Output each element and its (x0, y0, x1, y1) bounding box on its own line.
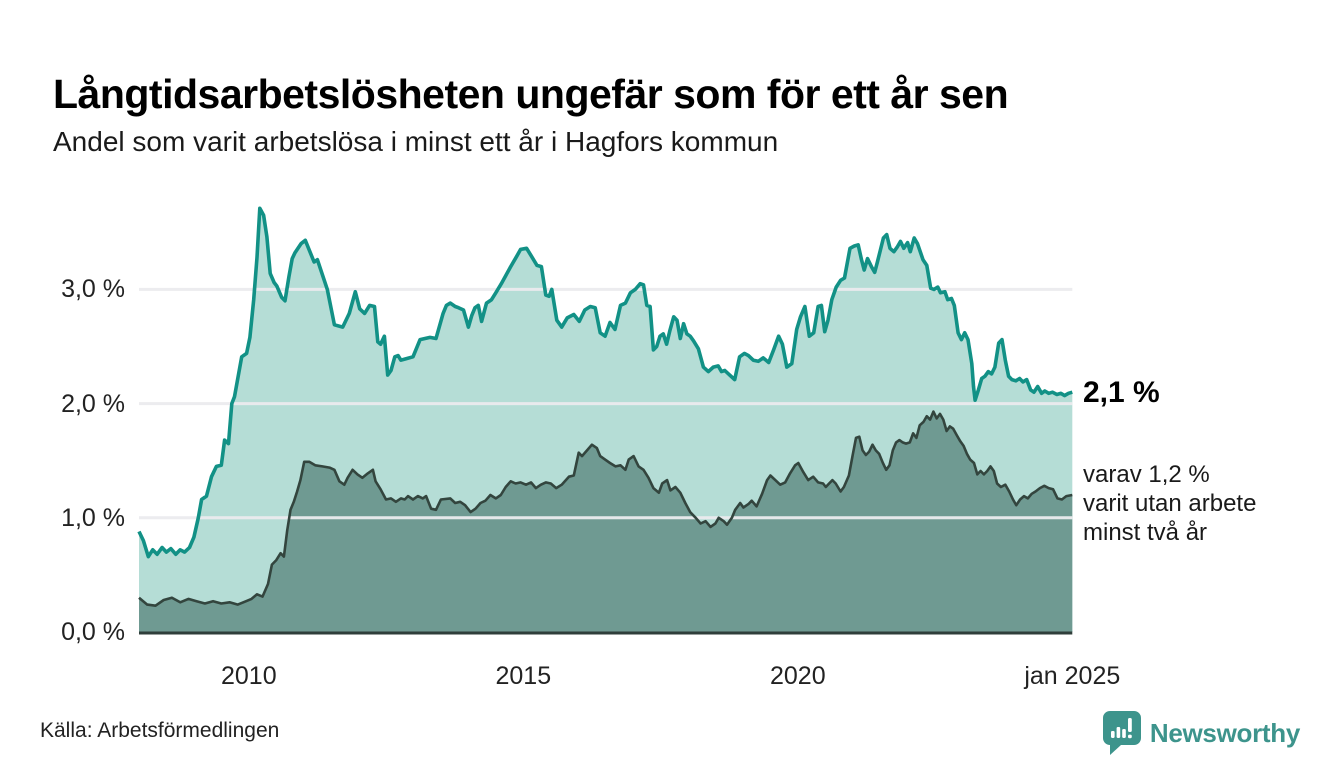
page-title: Långtidsarbetslösheten ungefär som för e… (53, 71, 1009, 118)
chart-subtitle: Andel som varit arbetslösa i minst ett å… (53, 126, 779, 157)
area-unemployed-2yr (139, 411, 1073, 632)
x-tick-label: 2020 (769, 662, 826, 690)
y-tick-label: 1,0 % (61, 503, 125, 532)
y-tick-label: 3,0 % (61, 275, 125, 304)
end-value-label: 2,1 % (1083, 376, 1160, 409)
source-caption: Källa: Arbetsförmedlingen (40, 719, 280, 742)
newsworthy-chart-bubble-icon (1102, 711, 1141, 755)
y-tick-label: 0,0 % (61, 618, 125, 646)
x-tick-label: 2015 (495, 662, 552, 690)
x-tick-label: jan 2025 (1024, 662, 1121, 690)
line-unemployed-1yr (137, 206, 1073, 559)
newsworthy-wordmark: Newsworthy (1149, 717, 1300, 748)
line-unemployed-2yr (138, 410, 1073, 607)
end-note-label: varav 1,2 % varit utan arbete minst två år (1083, 461, 1257, 546)
y-tick-label: 2,0 % (61, 389, 125, 418)
x-tick-label: 2010 (220, 662, 277, 690)
newsworthy-brand: Newsworthy (1102, 710, 1300, 756)
